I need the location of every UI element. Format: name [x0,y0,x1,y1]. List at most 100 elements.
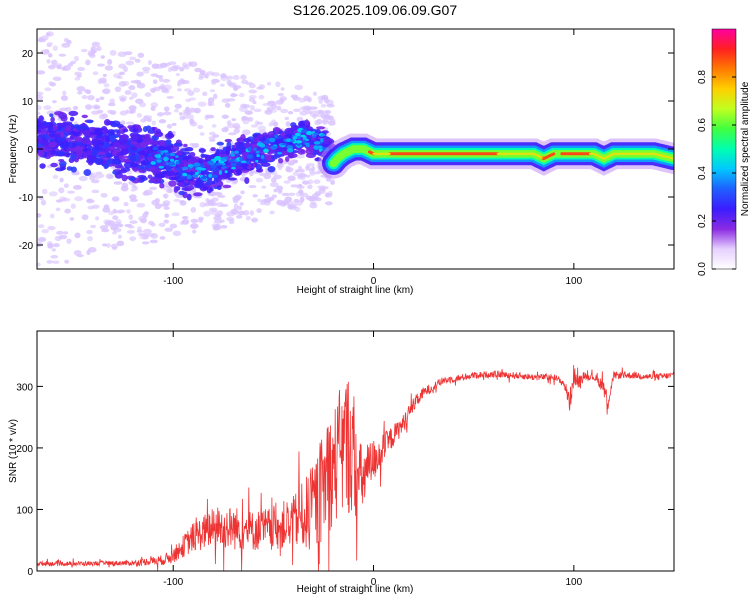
spectrogram-scatter-blob [228,82,237,88]
spectrogram-scatter-blob [267,100,276,105]
spectrogram-highlight-blob [154,154,159,158]
spectrogram-scatter-blob [162,78,171,83]
spectrogram-band-blob [205,181,213,186]
spectrogram-scatter-blob [256,208,262,213]
spectrogram-high-segment [496,152,543,159]
spectrogram-band-blob [188,180,196,186]
spectrogram-heatmap [37,31,674,267]
spectrogram-band-blob [189,151,196,158]
spectrogram-scatter-blob [52,76,62,82]
spectrogram-scatter-blob [172,64,181,70]
spectrogram-scatter-blob [37,38,47,43]
spectrogram-scatter-blob [50,254,59,259]
spectrogram-scatter-blob [253,108,262,113]
spectrogram-scatter-blob [47,225,56,231]
spectrogram-scatter-blob [175,73,181,77]
spectrogram-scatter-blob [207,97,215,104]
colorbar-bar [711,28,737,270]
spectrogram-band-blob [216,141,225,146]
spectrogram-scatter-blob [121,182,129,189]
colorbar-ticks: 0.0 0.2 0.4 0.6 0.8 [697,70,736,276]
spectrogram-highlight-blob [156,159,162,163]
spectrogram-band-blob [255,163,262,171]
spectrogram-scatter-blob [302,180,310,185]
spectrogram-band-blob [54,111,64,116]
spectrogram-band-blob [224,138,232,143]
spectrogram-scatter-blob [76,86,86,92]
spectrogram-band-blob [183,161,188,169]
spectrogram-band-blob [198,148,207,153]
spectrogram-scatter-blob [64,208,71,214]
spectrogram-scatter-blob [144,92,152,97]
spectrogram-band-blob [298,120,306,128]
spectrogram-scatter-blob [58,234,68,240]
spectrogram-scatter-blob [194,108,200,114]
spectrogram-scatter-blob [122,80,130,86]
spectrogram-scatter-blob [95,98,100,103]
spectrogram-scatter-blob [107,109,113,114]
spectrogram-scatter-blob [290,184,299,188]
spectrogram-scatter-blob [311,165,316,172]
spectrogram-scatter-blob [167,67,172,73]
spectrogram-scatter-blob [307,179,314,185]
spectrogram-scatter-blob [278,189,283,193]
spectrogram-scatter-blob [162,200,171,206]
spectrogram-highlight-blob [194,172,199,175]
spectrogram-highlight-blob [215,163,223,166]
spectrogram-scatter-blob [211,78,220,84]
spectrogram-scatter-blob [152,79,158,85]
spectrogram-scatter-blob [131,92,138,99]
spectrogram-scatter-blob [162,111,172,116]
spectrogram-scatter-blob [90,224,97,229]
spectrogram-band-blob [130,155,137,162]
spectrogram-band-blob [168,180,177,187]
spectrogram-highlight-blob [182,172,188,177]
snr-xtick-label: 100 [565,577,582,588]
spectrogram-scatter-blob [128,85,136,91]
spectrogram-scatter-blob [66,39,72,45]
colorbar: 0.0 0.2 0.4 0.6 0.8 Normalized spectral ampl… [697,28,750,276]
spectrogram-scatter-blob [37,236,47,242]
spectrogram-band-blob [83,169,92,177]
spectrogram-band-blob [190,157,197,162]
spectrogram-scatter-blob [158,222,166,227]
spectrogram-scatter-blob [263,173,272,180]
spectrogram-scatter-blob [93,105,101,110]
spectrogram-scatter-blob [220,75,229,82]
spectrogram-scatter-blob [258,94,265,100]
colorbar-tick-label: 0.0 [697,262,708,276]
spectrogram-highlight-blob [246,154,254,159]
spectrogram-scatter-blob [292,159,299,164]
spectrogram-peak-segment [540,152,556,161]
spectrogram-highlight-blob [255,150,260,154]
spectrogram-scatter-blob [192,229,197,234]
spectrogram-band-blob [68,142,73,148]
spectrogram-band-blob [250,143,259,150]
snr-xlabel: Height of straight line (km) [297,584,414,595]
spectrogram-band-blob [178,190,186,196]
spectrogram-band-blob [74,136,83,143]
spectrogram-highlight-blob [230,150,235,156]
spectrogram-band-blob [181,151,191,155]
spectrogram-scatter-blob [115,223,124,228]
spectrogram-scatter-blob [297,189,304,194]
spectrogram-band-blob [197,157,204,164]
spectrogram-scatter-blob [87,94,95,101]
spectrogram-scatter-blob [150,73,159,77]
spectrogram-highlight-blob [220,157,226,162]
spectrogram-scatter-blob [151,63,160,69]
spectrogram-scatter-blob [59,196,67,202]
spectrogram-band-blob [138,153,144,159]
spectrogram-scatter-blob [190,223,199,230]
spectrogram-highlight-blob [160,150,164,155]
spectrogram-band-blob [81,114,88,119]
spectrogram-scatter-blob [296,116,304,122]
spectrogram-band-blob [70,166,77,173]
spectrogram-scatter-blob [212,226,222,231]
spectrogram-scatter-blob [251,218,257,223]
spectrogram-scatter-blob [176,88,182,92]
spectrogram-scatter-blob [110,243,119,249]
spectrogram-scatter-blob [252,194,258,198]
spectrogram-band-blob [265,154,274,161]
spectrogram-scatter-blob [164,89,170,94]
